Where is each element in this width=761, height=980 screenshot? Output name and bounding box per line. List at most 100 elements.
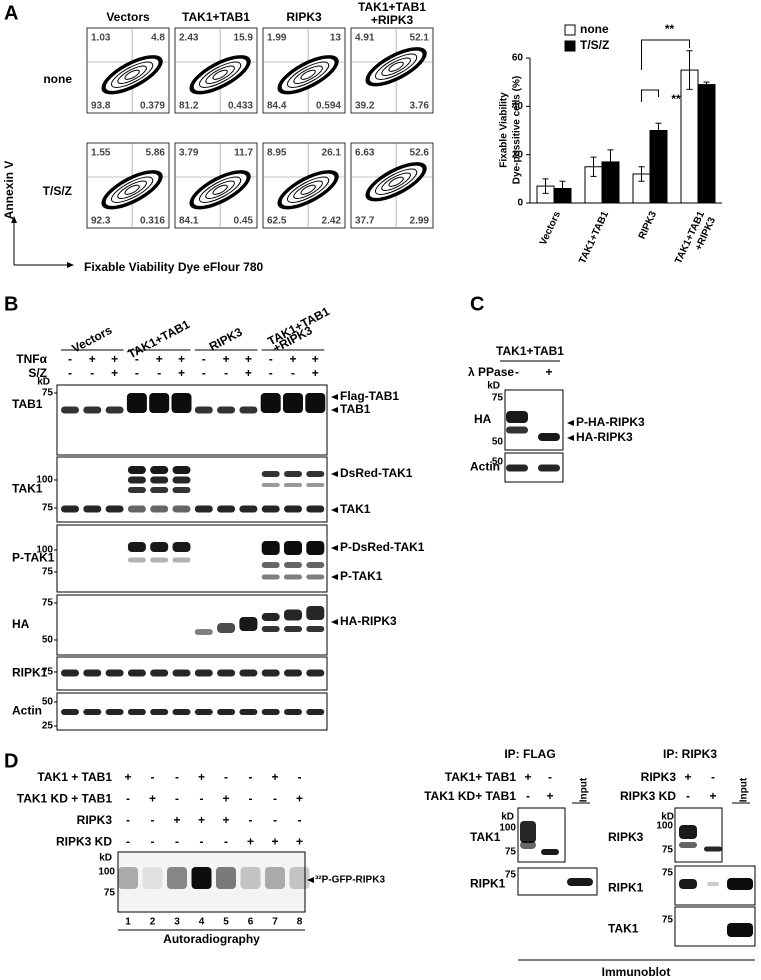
band [289,867,310,889]
sign: + [149,792,156,806]
quadrant-value: 1.99 [267,33,287,44]
band [261,626,280,632]
band-label: TAB1 [340,402,371,416]
band [194,629,213,635]
band [306,471,325,477]
band [306,541,325,555]
blot-label: Actin [12,704,42,718]
band [306,669,325,677]
kd-label: kD [487,381,500,392]
contour-level [388,176,404,187]
band [150,505,169,513]
band [284,709,302,715]
marker-label: 75 [662,868,674,879]
sign: - [224,835,228,849]
sign: + [271,835,278,849]
band [172,557,191,563]
sign: + [312,352,319,366]
x-tick-label: RIPK3 [637,209,660,241]
quadrant-value: 0.45 [234,216,254,227]
x-tick-label: Vectors [538,209,563,247]
band [306,709,325,715]
sign: - [273,813,277,827]
blot-label: P-TAK1 [12,551,55,565]
band [306,562,325,568]
sign: + [222,792,229,806]
band [567,878,593,886]
band [284,609,302,621]
band [172,476,191,484]
y-tick-label: 0 [517,198,523,209]
error-bar [559,180,566,197]
sign: - [249,792,253,806]
quadrant-value: 0.433 [228,101,253,112]
condition-label: RIPK3 [641,770,677,784]
band [217,505,236,513]
arrowhead [331,507,338,513]
sign: + [178,366,185,380]
blot-label: RIPK1 [12,666,48,680]
contour-level [124,184,140,195]
lane-number: 5 [223,917,229,928]
sign: - [711,770,715,784]
band [127,476,146,484]
contour [189,55,251,95]
error-bar [590,156,597,177]
quadrant-value: 2.42 [322,216,342,227]
sign: + [178,352,185,366]
sign: + [89,352,96,366]
quadrant-value: 15.9 [234,33,254,44]
marker-label: 50 [42,697,54,708]
marker-label: 75 [662,845,674,856]
quadrant-value: 11.7 [234,148,253,159]
band [261,471,280,477]
blot-frame [56,594,328,656]
sign: + [247,835,254,849]
y-tick-label: 60 [512,53,524,64]
blot-label: RIPK1 [470,877,506,891]
band [284,669,302,677]
sign: + [111,352,118,366]
error-bar [638,166,645,182]
marker-label: 50 [492,457,504,468]
sign: - [175,835,179,849]
band-label: Flag-TAB1 [340,389,399,403]
contour [277,170,339,210]
condition-label: RIPK3 KD [56,835,112,849]
lane-number: 4 [199,917,205,928]
sign: - [200,835,204,849]
quadrant-value: 26.1 [322,148,342,159]
sign: - [515,365,519,379]
input-label: Input [579,777,590,802]
band [704,846,722,852]
marker-label: 75 [42,598,54,609]
lane-number: 3 [174,917,180,928]
marker-label: 50 [492,437,504,448]
contour [365,47,427,87]
sign: - [291,366,295,380]
quadrant-value: 1.55 [91,148,111,159]
contour-level [110,176,154,203]
sign: + [173,813,180,827]
sign: + [222,813,229,827]
marker-label: 75 [42,667,54,678]
quadrant-value: 1.03 [91,33,111,44]
sign: - [202,352,206,366]
marker-label: 100 [36,545,53,556]
band-label: P-DsRed-TAK1 [340,540,425,554]
contour [101,55,163,95]
contour-level [374,53,418,80]
sign: - [90,366,94,380]
band [127,669,146,677]
quadrant-value: 0.594 [316,101,341,112]
band [284,471,302,477]
sign: + [296,835,303,849]
band [172,669,191,677]
blot-label: RIPK3 [608,830,644,844]
contour-level [381,57,411,76]
band [142,867,163,889]
arrowhead [11,216,17,223]
sign: + [684,770,691,784]
footer-label: Immunoblot [602,965,671,979]
